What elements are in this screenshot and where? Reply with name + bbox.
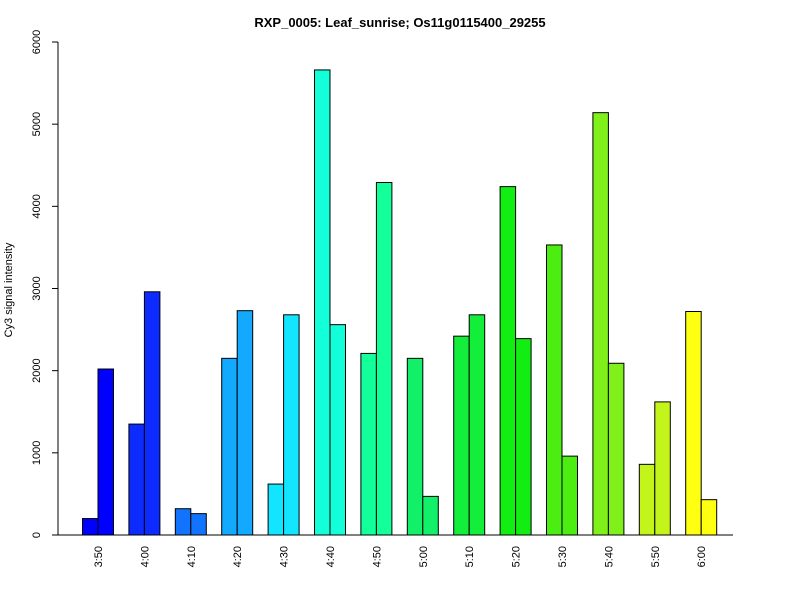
bar-520-1 <box>499 186 517 536</box>
bar-520-2 <box>515 338 532 536</box>
x-tick-label: 4:50 <box>371 546 383 567</box>
y-axis: 0 1000 2000 3000 4000 5000 6000 <box>31 30 59 538</box>
x-tick-label: 4:40 <box>325 546 337 567</box>
x-tick-label: 3:50 <box>93 546 105 567</box>
x-tick-label: 4:00 <box>139 546 151 567</box>
y-tick-label: 3000 <box>31 276 43 300</box>
x-tick-label: 5:00 <box>418 546 430 567</box>
x-tick-label: 4:30 <box>279 546 291 567</box>
x-tick-label: 5:10 <box>464 546 476 567</box>
bar-400-2 <box>143 291 161 536</box>
x-tick-label: 5:50 <box>650 546 662 567</box>
bar-410-2 <box>190 513 207 536</box>
x-tick-label: 5:40 <box>603 546 615 567</box>
bar-530-2 <box>561 455 578 536</box>
x-tick-labels: 3:50 4:00 4:10 4:20 4:30 4:40 4:50 5:00 5:10 5:20… <box>93 546 708 567</box>
bars <box>82 69 718 536</box>
chart-title: RXP_0005: Leaf_sunrise; Os11g0115400_292… <box>254 15 545 30</box>
y-tick-label: 6000 <box>31 30 43 54</box>
bar-430-1 <box>267 483 285 536</box>
bar-420-1 <box>221 357 238 536</box>
x-tick-label: 5:20 <box>511 546 523 567</box>
bar-600-2 <box>700 499 718 536</box>
bar-400-1 <box>128 423 145 536</box>
bar-430-2 <box>283 314 300 536</box>
bar-510-1 <box>453 335 470 536</box>
y-axis-label: Cy3 signal intensity <box>3 242 15 337</box>
bar-350-2 <box>97 368 114 536</box>
y-tick-label: 5000 <box>31 112 43 136</box>
bar-540-2 <box>607 362 625 536</box>
y-tick-label: 2000 <box>31 358 43 382</box>
bar-550-2 <box>654 401 671 536</box>
x-tick-label: 4:20 <box>232 546 244 567</box>
bar-450-1 <box>360 352 377 536</box>
y-tick-label: 0 <box>31 532 43 538</box>
bar-500-1 <box>406 357 424 536</box>
x-tick-label: 6:00 <box>696 546 708 567</box>
bar-540-1 <box>592 112 609 536</box>
bar-550-1 <box>638 463 656 536</box>
bar-510-2 <box>468 314 486 536</box>
bar-440-2 <box>329 324 346 536</box>
y-tick-label: 4000 <box>31 194 43 218</box>
bar-410-1 <box>174 508 192 536</box>
bar-440-1 <box>314 69 331 536</box>
bar-600-1 <box>685 311 702 536</box>
bar-530-1 <box>546 244 563 536</box>
y-tick-label: 1000 <box>31 441 43 465</box>
bar-350-1 <box>82 518 99 536</box>
bar-450-2 <box>375 182 393 536</box>
bar-420-2 <box>236 310 254 536</box>
bar-500-2 <box>422 495 439 536</box>
x-tick-label: 4:10 <box>186 546 198 567</box>
x-tick-label: 5:30 <box>557 546 569 567</box>
